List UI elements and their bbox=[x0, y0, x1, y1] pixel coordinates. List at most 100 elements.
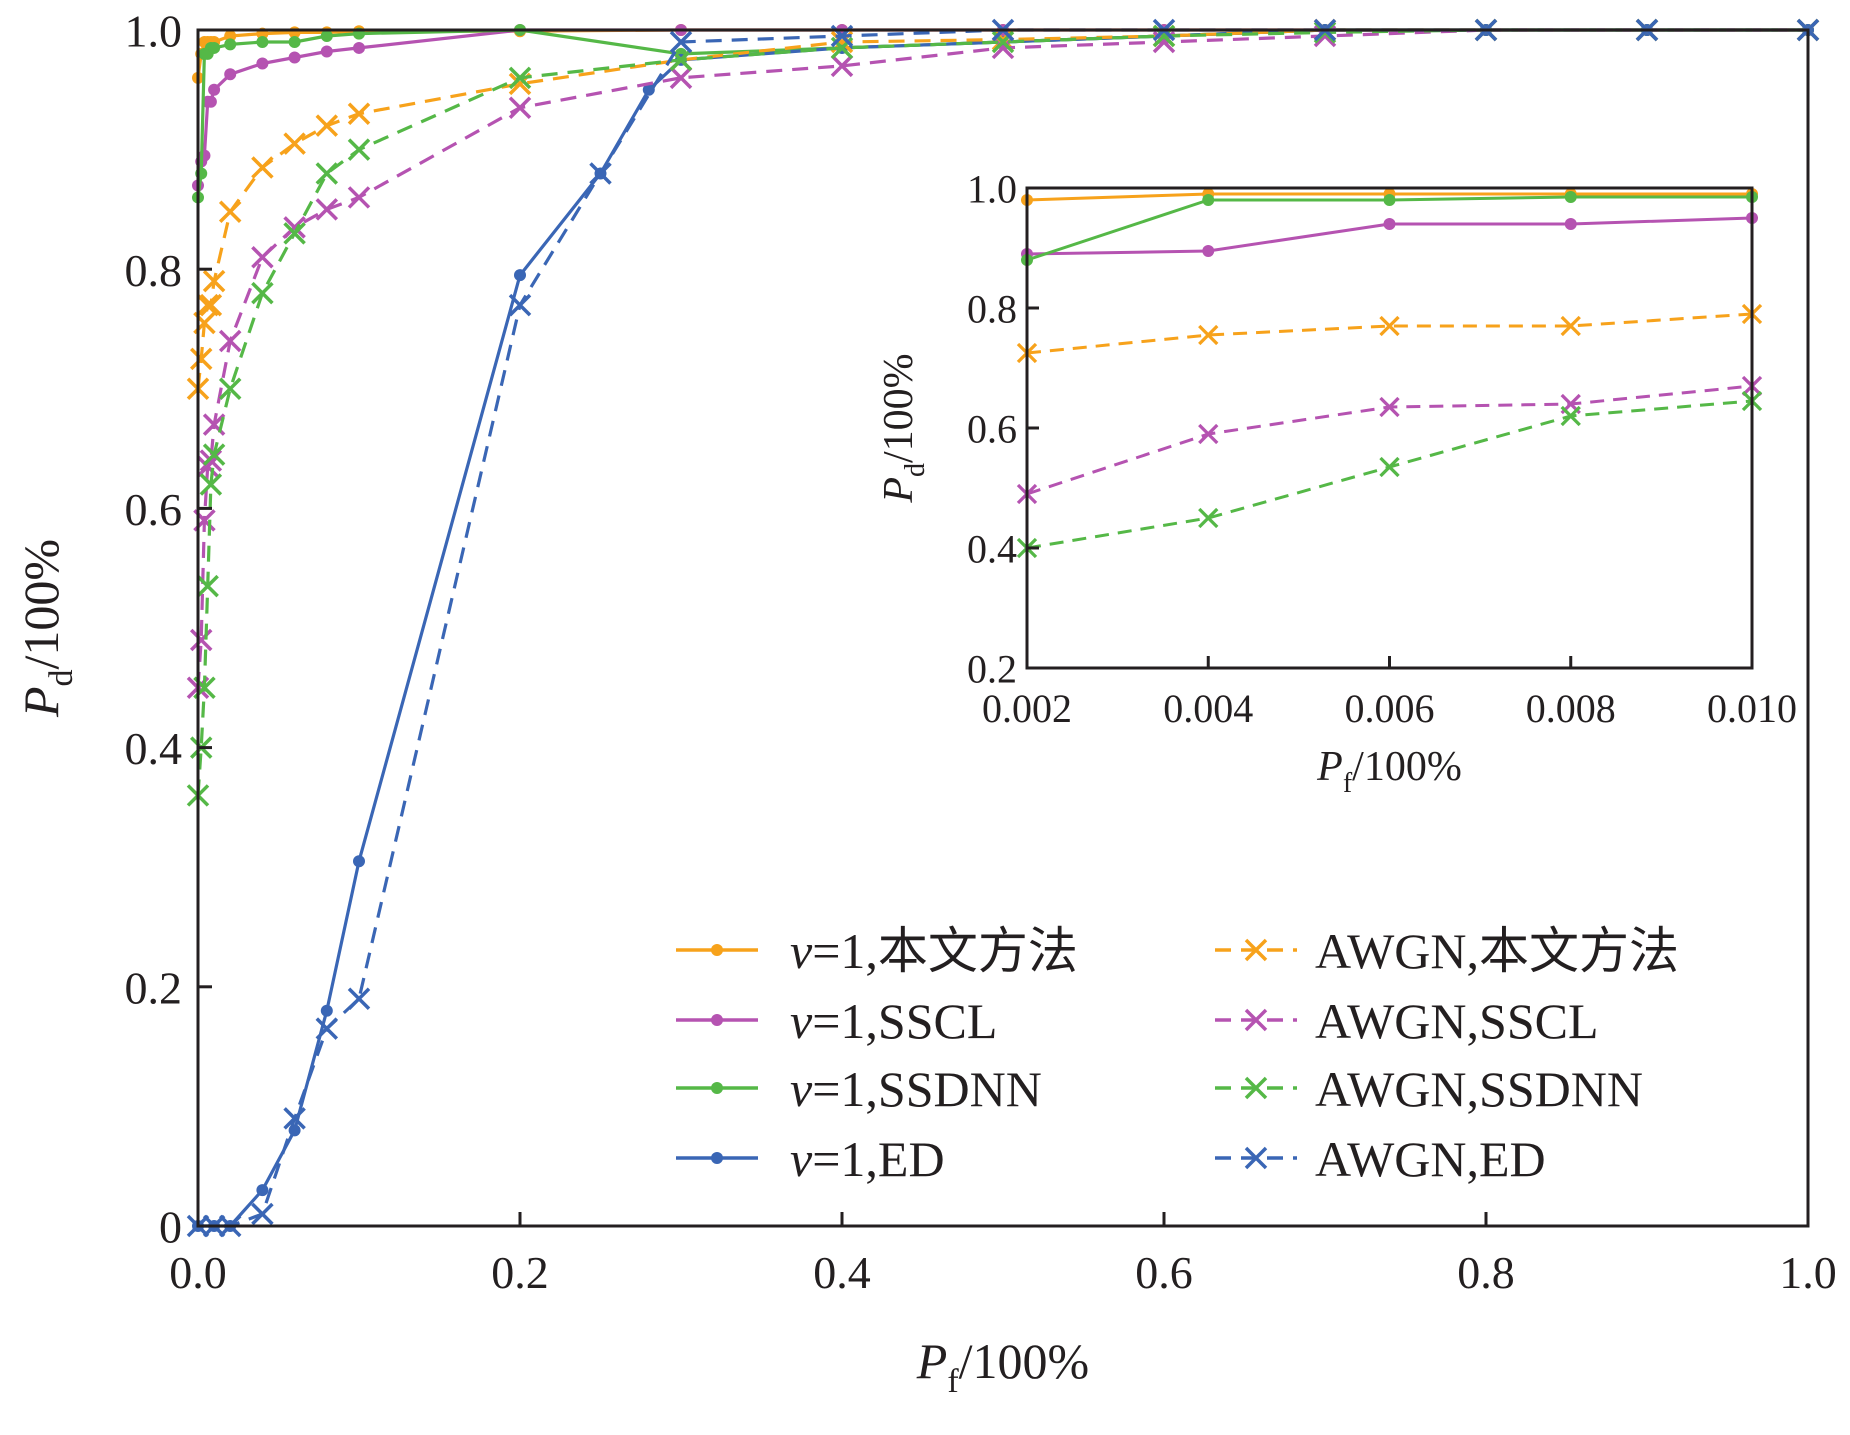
inset-series-2-point bbox=[1564, 191, 1577, 203]
inset-series-group bbox=[1016, 188, 1763, 559]
main-xtick-label: 0.0 bbox=[169, 1247, 227, 1298]
main-series-4-point bbox=[199, 293, 223, 317]
legend-label: AWGN,SSDNN bbox=[1315, 1061, 1643, 1117]
main-series-4-point bbox=[189, 347, 213, 371]
legend-item-4: AWGN,本文方法 bbox=[1215, 923, 1679, 979]
legend-swatch-marker bbox=[1244, 938, 1268, 962]
main-series-3-point bbox=[642, 83, 655, 96]
legend-swatch-marker bbox=[1244, 1076, 1268, 1100]
main-ytick-label: 0.8 bbox=[125, 245, 183, 296]
main-series-1-line bbox=[196, 28, 1808, 186]
main-series-6-point bbox=[347, 138, 371, 161]
inset-background bbox=[1027, 188, 1752, 668]
main-series-6-point bbox=[508, 66, 532, 90]
legend-label: v=1,本文方法 bbox=[790, 923, 1078, 979]
main-series-6-point bbox=[218, 377, 242, 401]
main-series-7-point bbox=[315, 1017, 339, 1040]
inset-series-1-point bbox=[1383, 218, 1396, 230]
main-plot: 0.0 0.2 0.4 0.6 0.8 1.0 0 0.2 0.4 0.6 0.8 1.0 Pf/100… bbox=[13, 6, 1837, 1400]
inset-series-1-point bbox=[1202, 245, 1215, 257]
inset-series-4-point bbox=[1379, 396, 1400, 418]
main-series-7-point bbox=[347, 987, 371, 1011]
main-series-5-point bbox=[315, 198, 339, 221]
main-series-0-point bbox=[224, 29, 237, 42]
legend-swatch-marker bbox=[711, 1082, 723, 1094]
main-series-7-point bbox=[251, 1202, 274, 1226]
main-series-4-point bbox=[251, 156, 274, 179]
main-series-1-point bbox=[208, 83, 221, 96]
main-series-4-point bbox=[196, 293, 219, 317]
main-x-axis-label: Pf/100% bbox=[916, 1333, 1089, 1400]
main-series-4-point bbox=[315, 114, 339, 137]
main-series-4-point bbox=[283, 132, 306, 155]
main-series-5-point bbox=[283, 216, 306, 239]
inset-ytick-label: 0.6 bbox=[967, 406, 1017, 451]
inset-series-2-point bbox=[1202, 194, 1215, 206]
inset-xtick-label: 0.002 bbox=[982, 686, 1072, 731]
main-series-5-point bbox=[669, 66, 693, 90]
inset-series-2-point bbox=[1383, 194, 1396, 206]
main-frame bbox=[196, 28, 1810, 1228]
main-xtick-label: 0.4 bbox=[813, 1247, 871, 1298]
legend-item-1: v=1,SSCL bbox=[676, 993, 997, 1049]
main-xtick-label: 1.0 bbox=[1779, 1247, 1837, 1298]
legend-label: v=1,SSCL bbox=[790, 993, 997, 1049]
legend-swatch-marker bbox=[711, 944, 723, 956]
main-series-3-point bbox=[320, 1004, 333, 1017]
main-series-2-point bbox=[320, 29, 333, 42]
main-ytick-label: 0 bbox=[159, 1202, 182, 1253]
inset-series-5-point bbox=[1560, 405, 1581, 427]
main-series-7-point bbox=[283, 1107, 306, 1130]
main-series-4-point bbox=[218, 200, 242, 224]
legend-item-0: v=1,本文方法 bbox=[676, 923, 1078, 979]
main-series-2-point bbox=[208, 41, 221, 54]
inset-series-3-line bbox=[1026, 312, 1753, 355]
main-series-3-point bbox=[514, 269, 526, 282]
main-series-2-point bbox=[256, 35, 269, 48]
inset-ytick-label: 0.4 bbox=[967, 526, 1017, 571]
main-y-axis-label: Pd/100% bbox=[13, 539, 80, 718]
main-series-6-line bbox=[196, 28, 1808, 796]
main-ytick-label: 0.6 bbox=[125, 484, 183, 535]
legend-swatch-marker bbox=[711, 1014, 723, 1026]
inset-series-5-point bbox=[1379, 456, 1400, 478]
main-series-1-point bbox=[288, 51, 301, 64]
main-ytick-label: 1.0 bbox=[125, 6, 183, 57]
main-series-5-point bbox=[199, 449, 223, 472]
inset-series-3-point bbox=[1198, 324, 1219, 346]
main-series-7-point bbox=[669, 30, 693, 54]
main-series-7-point bbox=[589, 162, 612, 185]
inset-series-1-point bbox=[1564, 218, 1577, 230]
legend-item-2: v=1,SSDNN bbox=[676, 1061, 1042, 1117]
legend-item-3: v=1,ED bbox=[676, 1131, 945, 1187]
main-series-5-point bbox=[196, 455, 219, 478]
inset-plot: 0.002 0.004 0.006 0.008 0.010 0.2 0.4 0.6 0.8 1.0… bbox=[876, 166, 1797, 799]
main-xtick-label: 0.6 bbox=[1135, 1247, 1193, 1298]
main-series-5-point bbox=[251, 245, 274, 269]
main-series-2-point bbox=[224, 38, 237, 51]
main-series-6-point bbox=[315, 162, 339, 185]
main-series-1-point bbox=[224, 68, 237, 81]
legend-swatch-marker bbox=[1244, 1146, 1268, 1170]
main-series-4-point bbox=[347, 102, 371, 125]
main-ytick-label: 0.4 bbox=[125, 723, 183, 774]
main-xtick-label: 0.2 bbox=[491, 1247, 549, 1298]
main-series-5-point bbox=[347, 186, 371, 209]
main-series-6-point bbox=[251, 281, 274, 305]
inset-xtick-label: 0.010 bbox=[1707, 686, 1797, 731]
main-series-5-point bbox=[508, 96, 532, 119]
inset-xtick-label: 0.006 bbox=[1345, 686, 1435, 731]
legend-label: AWGN,ED bbox=[1315, 1131, 1546, 1187]
inset-y-axis-label: Pd/100% bbox=[876, 353, 931, 503]
inset-series-3-point bbox=[1379, 315, 1400, 337]
main-series-5-point bbox=[218, 329, 242, 353]
legend-item-6: AWGN,SSDNN bbox=[1215, 1061, 1643, 1117]
main-series-5-point bbox=[189, 628, 213, 652]
legend-item-7: AWGN,ED bbox=[1215, 1131, 1546, 1187]
legend-swatch-marker bbox=[711, 1152, 723, 1164]
main-series-2-point bbox=[288, 35, 301, 48]
main-series-6-point bbox=[199, 473, 223, 496]
main-series-6-point bbox=[196, 574, 219, 598]
legend-label: v=1,ED bbox=[790, 1131, 945, 1187]
main-series-4-point bbox=[202, 269, 226, 293]
